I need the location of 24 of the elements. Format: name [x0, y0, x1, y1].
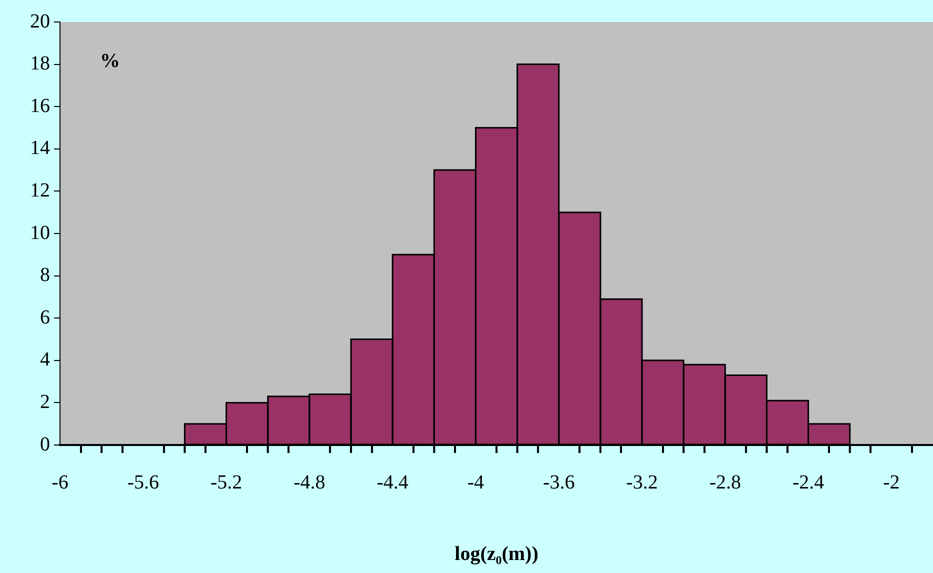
x-axis-title: log(z₀(m))	[454, 543, 538, 565]
y-tick-label: 18	[30, 52, 50, 75]
x-tick-label: -3.2	[626, 471, 658, 494]
y-axis-title: %	[100, 50, 120, 72]
x-tick-label: -4.4	[376, 471, 408, 494]
x-tick-label: -5.6	[127, 471, 159, 494]
y-tick-label: 2	[40, 390, 50, 413]
y-tick-label: 8	[40, 264, 50, 286]
x-tick-label: -6	[52, 471, 68, 494]
x-tick-label: -4	[467, 471, 484, 494]
y-tick-label: 10	[30, 222, 50, 244]
x-tick-label: -4.8	[294, 471, 326, 494]
x-tick-label: -3.6	[543, 471, 575, 494]
x-tick-label: -2.8	[709, 471, 741, 494]
x-tick-label: -2	[883, 471, 900, 494]
y-tick-label: 12	[30, 179, 50, 202]
x-tick-label: -5.2	[210, 471, 242, 494]
y-tick-label: 14	[30, 137, 50, 160]
y-tick-label: 6	[40, 306, 50, 328]
y-tick-label: 4	[40, 348, 50, 371]
y-tick-label: 20	[30, 10, 50, 32]
y-tick-label: 0	[40, 433, 50, 456]
y-tick-label: 16	[30, 94, 50, 117]
x-tick-label: -2.4	[792, 471, 824, 494]
